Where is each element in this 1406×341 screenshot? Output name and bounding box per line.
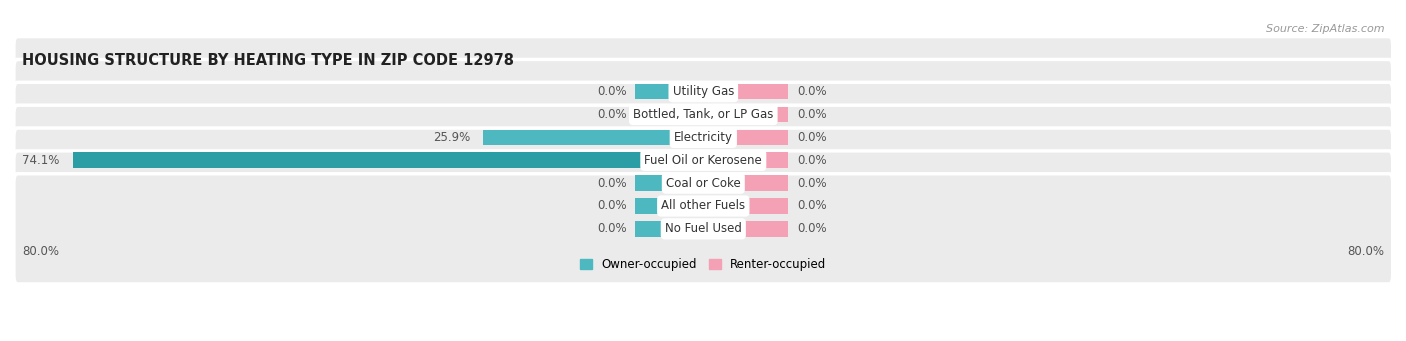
Text: Bottled, Tank, or LP Gas: Bottled, Tank, or LP Gas xyxy=(633,108,773,121)
Bar xyxy=(703,130,789,145)
Bar xyxy=(73,152,703,168)
FancyBboxPatch shape xyxy=(14,36,1393,147)
Bar xyxy=(482,130,703,145)
Bar xyxy=(703,107,789,122)
Bar xyxy=(703,221,789,237)
FancyBboxPatch shape xyxy=(14,151,1393,261)
Text: 0.0%: 0.0% xyxy=(797,131,827,144)
Legend: Owner-occupied, Renter-occupied: Owner-occupied, Renter-occupied xyxy=(575,254,831,276)
Text: 25.9%: 25.9% xyxy=(433,131,470,144)
Text: 0.0%: 0.0% xyxy=(797,222,827,235)
Bar xyxy=(636,107,703,122)
Text: 0.0%: 0.0% xyxy=(598,177,627,190)
Bar xyxy=(703,84,789,100)
Text: 0.0%: 0.0% xyxy=(797,85,827,98)
Bar xyxy=(636,221,703,237)
Text: 0.0%: 0.0% xyxy=(598,108,627,121)
FancyBboxPatch shape xyxy=(14,82,1393,193)
Text: 0.0%: 0.0% xyxy=(598,85,627,98)
FancyBboxPatch shape xyxy=(14,128,1393,238)
Bar xyxy=(636,198,703,214)
Text: 0.0%: 0.0% xyxy=(797,154,827,167)
Text: Fuel Oil or Kerosene: Fuel Oil or Kerosene xyxy=(644,154,762,167)
FancyBboxPatch shape xyxy=(14,174,1393,284)
Text: 80.0%: 80.0% xyxy=(1347,245,1384,258)
Text: Utility Gas: Utility Gas xyxy=(672,85,734,98)
Text: 0.0%: 0.0% xyxy=(797,177,827,190)
Text: Source: ZipAtlas.com: Source: ZipAtlas.com xyxy=(1267,24,1385,34)
Bar xyxy=(703,175,789,191)
FancyBboxPatch shape xyxy=(14,105,1393,216)
Text: Electricity: Electricity xyxy=(673,131,733,144)
Text: 74.1%: 74.1% xyxy=(22,154,60,167)
Bar xyxy=(703,198,789,214)
FancyBboxPatch shape xyxy=(14,59,1393,169)
Text: No Fuel Used: No Fuel Used xyxy=(665,222,742,235)
Bar xyxy=(636,84,703,100)
Bar xyxy=(703,152,789,168)
Text: Coal or Coke: Coal or Coke xyxy=(666,177,741,190)
Text: 0.0%: 0.0% xyxy=(598,199,627,212)
Text: All other Fuels: All other Fuels xyxy=(661,199,745,212)
Text: 80.0%: 80.0% xyxy=(22,245,59,258)
Text: 0.0%: 0.0% xyxy=(598,222,627,235)
Text: 0.0%: 0.0% xyxy=(797,108,827,121)
Text: 0.0%: 0.0% xyxy=(797,199,827,212)
Bar xyxy=(636,175,703,191)
Text: HOUSING STRUCTURE BY HEATING TYPE IN ZIP CODE 12978: HOUSING STRUCTURE BY HEATING TYPE IN ZIP… xyxy=(22,53,515,68)
